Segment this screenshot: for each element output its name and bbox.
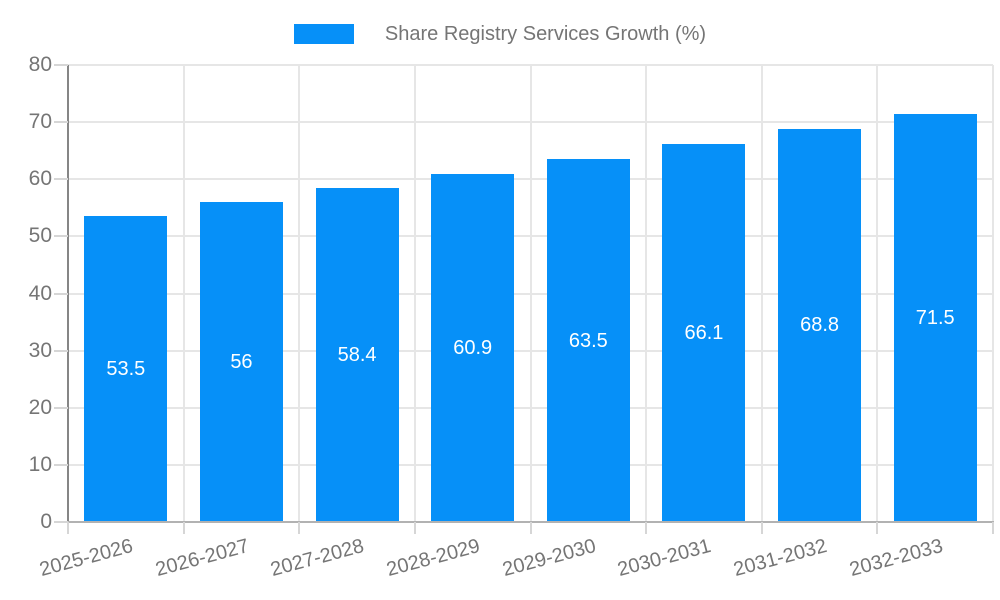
x-gridline bbox=[876, 65, 879, 522]
y-tick-label: 40 bbox=[28, 281, 52, 305]
x-gridline bbox=[992, 65, 994, 522]
x-gridline bbox=[760, 65, 763, 522]
x-tick-mark bbox=[182, 522, 185, 534]
x-tick-label: 2029-2030 bbox=[499, 535, 599, 582]
x-tick-label: 2031-2032 bbox=[731, 535, 830, 582]
y-tick-mark bbox=[54, 463, 68, 466]
y-tick-mark bbox=[54, 292, 68, 295]
x-tick-mark bbox=[876, 522, 879, 534]
chart-legend: Share Registry Services Growth (%) bbox=[0, 21, 1000, 47]
bar-2026-2027[interactable]: 56 bbox=[199, 202, 283, 522]
x-gridline bbox=[413, 65, 416, 522]
bar-value-label: 63.5 bbox=[568, 329, 608, 352]
y-tick-label: 60 bbox=[28, 167, 52, 191]
x-tick-label: 2028-2029 bbox=[384, 535, 483, 582]
legend-item[interactable]: Share Registry Services Growth (%) bbox=[293, 21, 707, 47]
x-tick-mark bbox=[298, 522, 301, 534]
y-tick-mark bbox=[54, 235, 68, 238]
bar-2029-2030[interactable]: 63.5 bbox=[546, 159, 630, 522]
x-tick-label: 2027-2028 bbox=[268, 535, 367, 582]
bar-2025-2026[interactable]: 53.5 bbox=[84, 216, 168, 522]
y-tick-mark bbox=[54, 521, 68, 523]
bar-2032-2033[interactable]: 71.5 bbox=[893, 113, 977, 522]
y-tick-label: 80 bbox=[28, 53, 52, 76]
bar-value-label: 71.5 bbox=[915, 306, 955, 329]
x-tick-label: 2025-2026 bbox=[37, 535, 136, 582]
x-tick-mark bbox=[645, 522, 648, 534]
bar-2030-2031[interactable]: 66.1 bbox=[662, 144, 746, 522]
x-tick-mark bbox=[992, 522, 994, 534]
x-gridline bbox=[529, 65, 532, 522]
x-tick-mark bbox=[413, 522, 416, 534]
y-tick-label: 10 bbox=[28, 452, 52, 476]
plot-area: 53.5 56 58.4 60.9 63.5 66.1 68.8 71.5 bbox=[68, 64, 994, 522]
x-tick-mark bbox=[529, 522, 532, 534]
x-gridline bbox=[298, 65, 301, 522]
bar-2031-2032[interactable]: 68.8 bbox=[778, 128, 862, 522]
y-tick-mark bbox=[54, 349, 68, 352]
y-tick-mark bbox=[54, 178, 68, 181]
y-tick-label: 50 bbox=[28, 224, 52, 248]
bar-2027-2028[interactable]: 58.4 bbox=[315, 188, 399, 522]
x-tick-mark bbox=[67, 522, 69, 534]
x-tick-label: 2032-2033 bbox=[846, 535, 945, 582]
bar-value-label: 60.9 bbox=[453, 337, 493, 360]
bar-value-label: 53.5 bbox=[106, 358, 146, 381]
legend-label: Share Registry Services Growth (%) bbox=[384, 23, 707, 45]
bar-value-label: 58.4 bbox=[337, 344, 377, 367]
legend-swatch-icon bbox=[293, 24, 354, 44]
x-tick-mark bbox=[760, 522, 763, 534]
y-axis-line bbox=[67, 65, 69, 522]
bar-2028-2029[interactable]: 60.9 bbox=[431, 174, 515, 522]
bar-value-label: 66.1 bbox=[684, 322, 724, 345]
y-tick-label: 0 bbox=[40, 510, 52, 533]
y-tick-label: 70 bbox=[28, 110, 52, 134]
bar-value-label: 56 bbox=[230, 351, 253, 374]
y-tick-mark bbox=[54, 121, 68, 124]
y-tick-label: 20 bbox=[28, 395, 52, 419]
x-gridline bbox=[182, 65, 185, 522]
bar-value-label: 68.8 bbox=[800, 314, 840, 337]
y-tick-mark bbox=[54, 406, 68, 409]
y-tick-mark bbox=[54, 64, 68, 66]
x-gridline bbox=[645, 65, 648, 522]
x-tick-label: 2030-2031 bbox=[615, 535, 714, 582]
x-tick-label: 2026-2027 bbox=[153, 535, 252, 582]
y-tick-label: 30 bbox=[28, 338, 52, 362]
